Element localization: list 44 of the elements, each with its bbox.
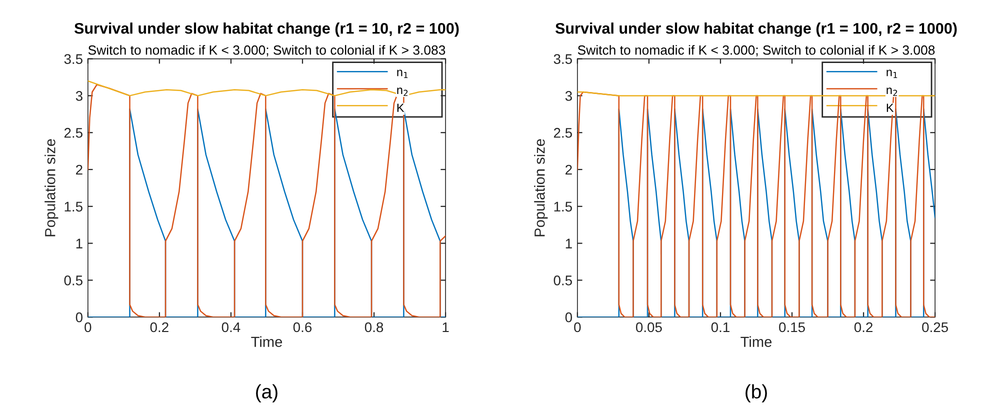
text: (b): [746, 384, 767, 402]
y-tick-label: 3.5: [554, 54, 572, 64]
legend-label: n$_{1}$: [886, 70, 898, 78]
x-tick-label: 0.05: [636, 322, 662, 332]
y-tick-label: 0.5: [64, 276, 82, 286]
chart-subtitle: Switch to nomadic if K < 3.000; Switch to colonial if K > 3.083: [88, 45, 446, 56]
y-tick-label: 1.5: [554, 202, 572, 212]
y-tick-label: 2: [76, 164, 82, 175]
y-tick-label: 2: [566, 164, 572, 175]
y-tick-label: 0: [76, 312, 83, 322]
legend-label: K: [397, 104, 404, 112]
y-tick-label: 0: [565, 312, 572, 322]
legend-label: n$_{2}$: [397, 88, 408, 96]
x-tick-label: 0.8: [364, 322, 384, 332]
y-tick-label: 1: [566, 238, 572, 248]
x-tick-label: 0.25: [922, 322, 948, 332]
legend-label: n$_{1}$: [397, 70, 408, 78]
y-tick-label: 3: [76, 91, 82, 101]
y-tick-label: 2.5: [554, 128, 572, 138]
chart-subtitle: Switch to nomadic if K < 3.000; Switch to colonial if K > 3.008: [578, 45, 935, 56]
chart-title: Survival under slow habitat change (r1 = 10, r2 = 100): [74, 22, 459, 37]
y-tick-label: 0.5: [554, 276, 572, 286]
legend-label: n$_{2}$: [886, 88, 898, 96]
x-tick-label: 0.6: [293, 322, 312, 332]
x-tick-label: 0.1: [711, 322, 730, 332]
y-tick-label: 3: [565, 91, 572, 101]
x-tick-label: 0.2: [854, 322, 872, 332]
y-tick-label: 2.5: [64, 128, 82, 138]
x-tick-label: 1: [442, 322, 449, 332]
x-tick-label: 0.2: [150, 322, 168, 332]
chart-title: Survival under slow habitat change (r1 = 100, r2 = 1000): [555, 22, 957, 37]
legend-label: K: [886, 104, 894, 112]
y-tick-label: 1: [76, 238, 82, 248]
x-tick-label: 0.15: [779, 322, 805, 332]
y-axis-title: Population size: [534, 139, 548, 236]
x-tick-label: 0: [574, 322, 581, 332]
x-tick-label: 0: [84, 322, 92, 332]
y-tick-label: 3.5: [64, 54, 82, 64]
y-axis-title: Population size: [44, 139, 58, 236]
x-axis-title: Time: [740, 336, 772, 348]
text: (a): [256, 384, 278, 402]
x-axis-title: Time: [251, 336, 282, 348]
y-tick-label: 1.5: [64, 202, 82, 212]
x-tick-label: 0.4: [222, 322, 240, 332]
